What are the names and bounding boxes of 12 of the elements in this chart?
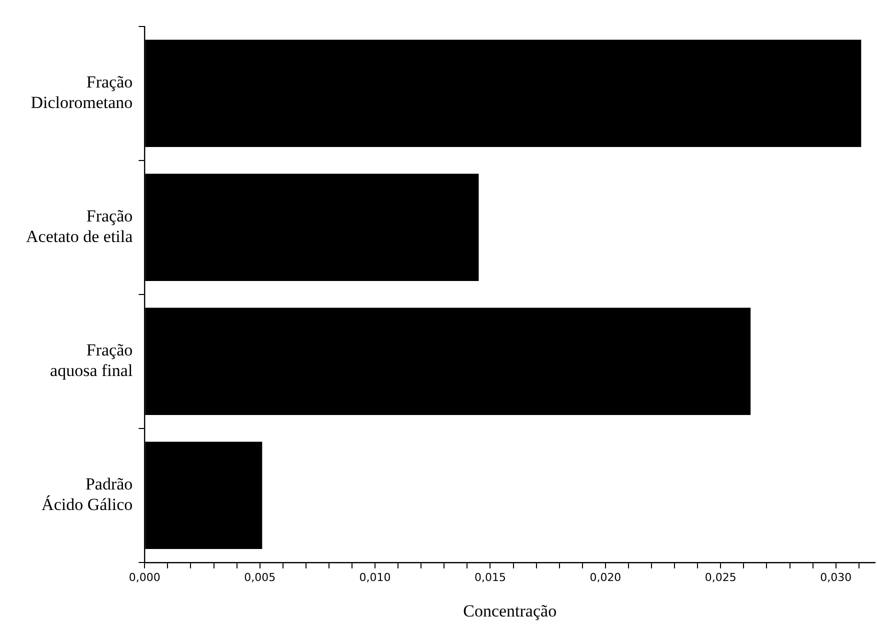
y-tick-label: Fração Diclorometano xyxy=(30,72,133,112)
x-tick-label: 0,015 xyxy=(474,570,506,584)
y-tick-label: Padrão Ácido Gálico xyxy=(42,474,133,514)
x-tick-label: 0,025 xyxy=(704,570,736,584)
x-tick-label: 0,000 xyxy=(128,570,160,584)
x-tick-label: 0,030 xyxy=(820,570,852,584)
x-tick-label: 0,010 xyxy=(359,570,391,584)
y-tick-label: Fração aquosa final xyxy=(50,340,133,380)
x-tick-label: 0,020 xyxy=(590,570,622,584)
x-axis-title: Concentração xyxy=(463,601,557,620)
y-tick-label: Fração Acetato de etila xyxy=(26,206,134,246)
x-tick-label: 0,005 xyxy=(244,570,276,584)
